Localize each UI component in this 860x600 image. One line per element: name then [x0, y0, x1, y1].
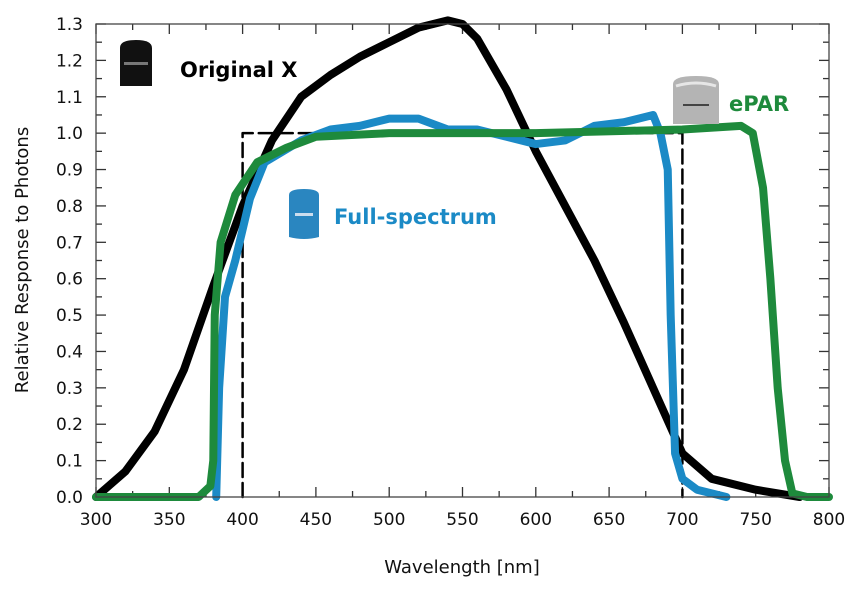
y-tick-label: 0.6 — [56, 270, 83, 290]
x-tick-label: 350 — [153, 510, 185, 530]
legend-epar: ePAR — [729, 92, 789, 116]
x-tick-label: 450 — [300, 510, 332, 530]
x-tick-labels: 300 350 400 450 500 550 600 650 700 750 800 — [80, 510, 845, 530]
y-tick-label: 0.8 — [56, 197, 83, 217]
y-tick-labels: 0.0 0.1 0.2 0.3 0.4 0.5 0.6 0.7 0.8 0.9 1.0 1.1 1.2 1… — [56, 15, 83, 508]
x-tick-label: 650 — [593, 510, 625, 530]
y-tick-label: 1.2 — [56, 51, 83, 71]
axis-ticks — [95, 23, 830, 498]
legend-full-spectrum: Full-spectrum — [334, 205, 497, 229]
y-tick-label: 0.7 — [56, 233, 83, 253]
x-tick-label: 600 — [520, 510, 552, 530]
x-tick-label: 300 — [80, 510, 112, 530]
y-tick-label: 1.1 — [56, 88, 83, 108]
y-tick-label: 0.9 — [56, 161, 83, 181]
x-tick-label: 750 — [739, 510, 771, 530]
y-tick-label: 0.1 — [56, 452, 83, 472]
series-lines — [92, 16, 833, 501]
y-tick-label: 1.3 — [56, 15, 83, 35]
series-line-epar — [92, 121, 833, 501]
y-axis-title: Relative Response to Photons — [12, 127, 33, 393]
full-spectrum-sensor-icon — [289, 189, 319, 239]
x-tick-label: 500 — [373, 510, 405, 530]
plot-frame — [95, 23, 830, 498]
x-axis-title: Wavelength [nm] — [384, 557, 540, 578]
x-tick-label: 800 — [813, 510, 845, 530]
y-tick-label: 0.4 — [56, 342, 83, 362]
y-tick-label: 0.0 — [56, 488, 83, 508]
y-tick-label: 0.2 — [56, 415, 83, 435]
y-tick-label: 1.0 — [56, 124, 83, 144]
y-tick-label: 0.5 — [56, 306, 83, 326]
series-line-full-spectrum — [212, 110, 731, 501]
original-x-sensor-icon — [120, 40, 152, 86]
epar-sensor-icon — [673, 76, 719, 124]
x-tick-label: 550 — [446, 510, 478, 530]
legend-original-x: Original X — [180, 58, 297, 82]
y-tick-label: 0.3 — [56, 379, 83, 399]
x-tick-label: 400 — [226, 510, 258, 530]
x-tick-label: 700 — [666, 510, 698, 530]
